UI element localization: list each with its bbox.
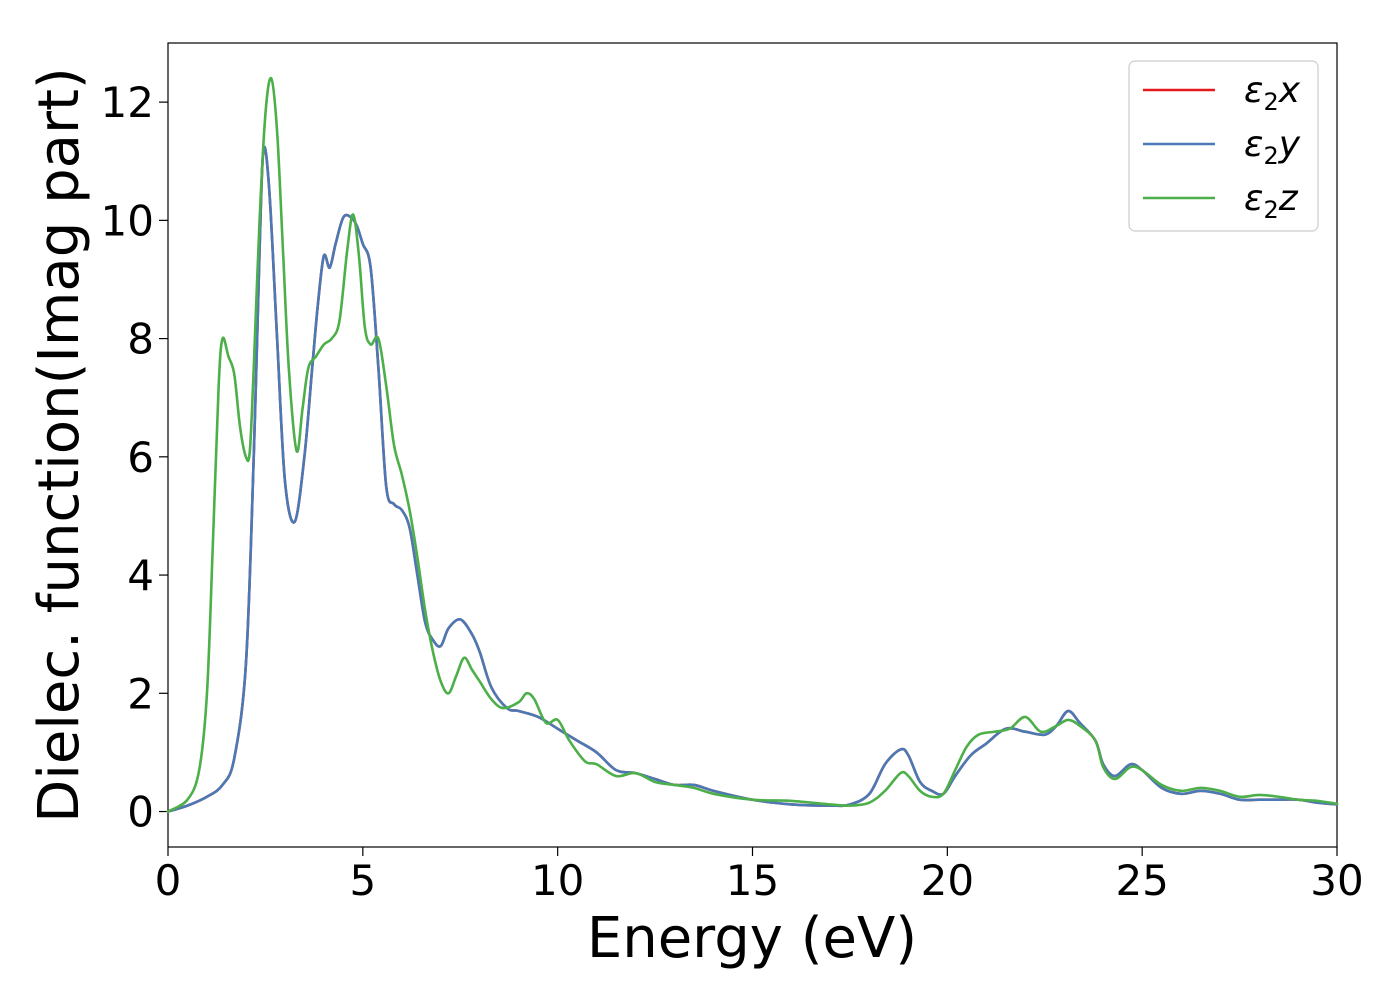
y-tick-label: 2 [127, 669, 154, 718]
series-line-z [166, 76, 1339, 813]
legend: ε2x ε2y ε2z [1128, 60, 1319, 232]
x-tick-label: 5 [349, 856, 376, 905]
y-tick-label: 0 [127, 788, 154, 837]
legend-label-x: ε2x [1244, 70, 1301, 116]
x-axis-title: Energy (eV) [587, 906, 917, 971]
y-axis: 0 2 4 6 8 10 12 [101, 78, 168, 837]
x-tick-label: 25 [1115, 856, 1168, 905]
y-tick-label: 4 [127, 551, 154, 600]
y-tick-label: 8 [127, 315, 154, 364]
y-tick-label: 12 [101, 78, 154, 127]
series-lines [166, 76, 1339, 813]
y-axis-title: Dielec. function(Imag part) [27, 67, 92, 823]
x-tick-label: 15 [726, 856, 779, 905]
y-tick-label: 6 [127, 433, 154, 482]
legend-label-y: ε2y [1244, 124, 1301, 170]
x-tick-label: 10 [531, 856, 584, 905]
series-line-y [166, 145, 1339, 813]
x-axis: 0 5 10 15 20 25 30 [155, 847, 1364, 905]
legend-box [1128, 60, 1319, 232]
x-tick-label: 30 [1310, 856, 1363, 905]
series-line-x [166, 145, 1339, 813]
x-tick-label: 0 [155, 856, 182, 905]
y-tick-label: 10 [101, 196, 154, 245]
legend-label-z: ε2z [1244, 178, 1299, 224]
x-tick-label: 20 [921, 856, 974, 905]
